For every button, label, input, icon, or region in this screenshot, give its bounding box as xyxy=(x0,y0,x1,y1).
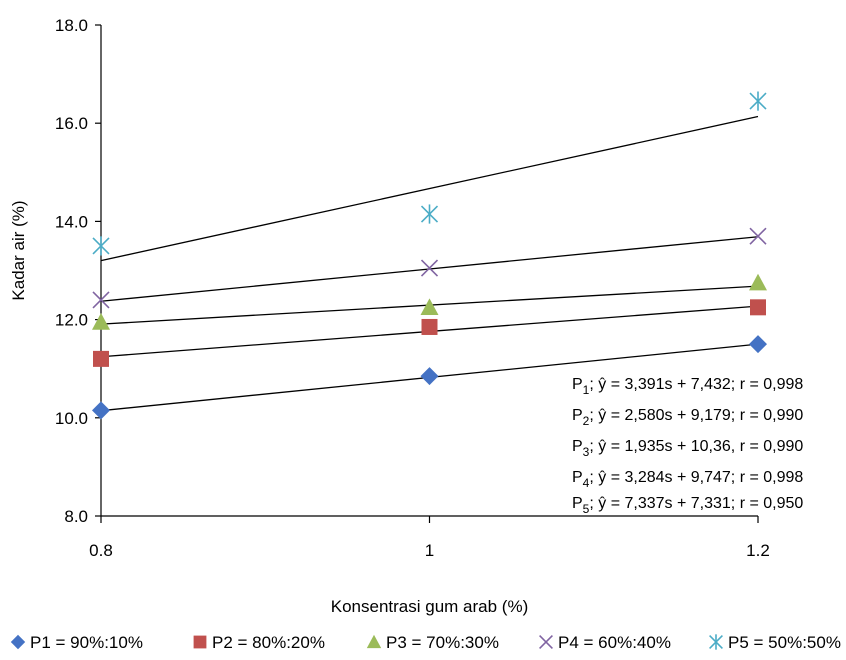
data-point-p1 xyxy=(92,401,110,420)
data-point-p2 xyxy=(750,299,766,316)
trendline-p5 xyxy=(100,115,759,262)
y-tick-label: 10.0 xyxy=(55,409,88,428)
data-points xyxy=(92,91,767,420)
x-ticks: 0.8 1 1.2 xyxy=(89,516,770,560)
data-point-p5 xyxy=(420,204,439,224)
y-tick-label: 14.0 xyxy=(55,212,88,231)
equation-p5: P5; ŷ = 7,337s + 7,331; r = 0,950 xyxy=(572,495,803,516)
legend-marker-p1 xyxy=(10,634,26,650)
x-tick-label: 1.2 xyxy=(746,541,770,560)
data-point-p5 xyxy=(749,91,767,111)
trendlines xyxy=(100,115,759,412)
equation-p1: P1; ŷ = 3,391s + 7,432; r = 0,998 xyxy=(572,376,803,397)
data-point-p4 xyxy=(749,227,767,245)
data-point-p3 xyxy=(92,313,110,330)
data-point-p4 xyxy=(420,259,439,277)
legend: P1 = 90%:10% P2 = 80%:20% P3 = 70%:30% P4 =… xyxy=(10,633,841,652)
y-tick-label: 8.0 xyxy=(64,507,88,526)
data-point-p5 xyxy=(92,236,110,256)
x-tick-label: 0.8 xyxy=(89,541,113,560)
data-point-p3 xyxy=(420,298,439,315)
data-point-p2 xyxy=(93,350,109,367)
data-point-p4 xyxy=(92,291,110,309)
legend-label-p3: P3 = 70%:30% xyxy=(386,633,499,652)
legend-label-p5: P5 = 50%:50% xyxy=(728,633,841,652)
y-tick-label: 12.0 xyxy=(55,311,88,330)
data-point-p2 xyxy=(421,318,438,335)
legend-label-p1: P1 = 90%:10% xyxy=(30,633,143,652)
data-point-p1 xyxy=(420,367,439,386)
x-axis-title: Konsentrasi gum arab (%) xyxy=(331,597,528,616)
regression-equations: P1; ŷ = 3,391s + 7,432; r = 0,998 P2; ŷ =… xyxy=(572,376,803,516)
legend-marker-p3 xyxy=(366,634,382,649)
equation-p3: P3; ŷ = 1,935s + 10,36, r = 0,990 xyxy=(572,438,803,459)
x-tick-label: 1 xyxy=(425,541,434,560)
data-point-p1 xyxy=(749,335,767,354)
y-ticks: 8.0 10.0 12.0 14.0 16.0 18.0 xyxy=(55,16,101,526)
y-tick-label: 18.0 xyxy=(55,16,88,35)
equation-p2: P2; ŷ = 2,580s + 9,179; r = 0,990 xyxy=(572,407,803,428)
legend-label-p4: P4 = 60%:40% xyxy=(558,633,671,652)
equation-p4: P4; ŷ = 3,284s + 9,747; r = 0,998 xyxy=(572,469,803,490)
legend-marker-p2 xyxy=(193,635,207,649)
y-axis-title: Kadar air (%) xyxy=(9,200,28,300)
data-point-p3 xyxy=(749,273,767,291)
legend-label-p2: P2 = 80%:20% xyxy=(212,633,325,652)
legend-marker-p4 xyxy=(539,635,553,649)
legend-marker-p5 xyxy=(709,634,723,650)
y-tick-label: 16.0 xyxy=(55,114,88,133)
